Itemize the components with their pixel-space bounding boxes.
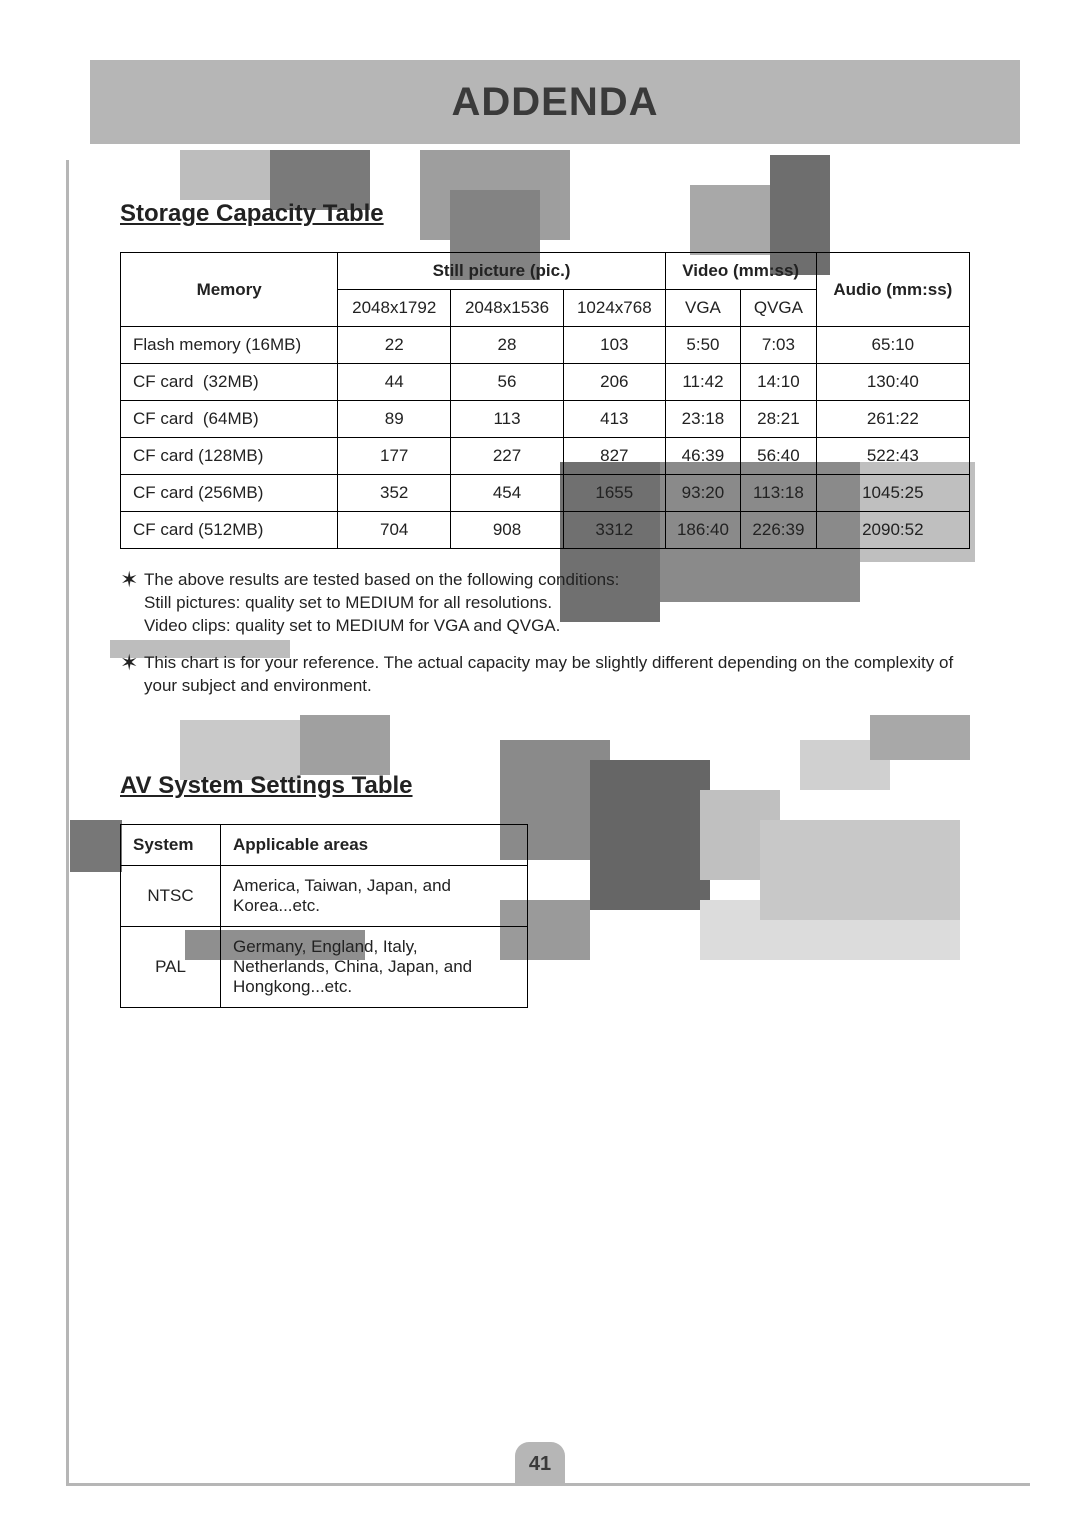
cell-system: NTSC [121,865,221,926]
cell-mem: CF card (64MB) [121,401,338,438]
page-number-wrap: 41 [0,1442,1080,1486]
av-settings-table: System Applicable areas NTSCAmerica, Tai… [120,824,528,1008]
star-icon: ✶ [120,652,144,698]
cell-area: Germany, England, Italy, Netherlands, Ch… [221,926,528,1007]
cell-a: 65:10 [816,327,969,364]
storage-capacity-table: Memory Still picture (pic.) Video (mm:ss… [120,252,970,549]
cell-p3: 3312 [563,512,665,549]
note-2: ✶ This chart is for your reference. The … [120,652,970,698]
sub-1024x768: 1024x768 [563,290,665,327]
note-1-line1: The above results are tested based on th… [144,570,619,589]
cell-p3: 827 [563,438,665,475]
notes-block: ✶ The above results are tested based on … [120,569,970,698]
col-still: Still picture (pic.) [338,253,665,290]
sub-2048x1536: 2048x1536 [451,290,564,327]
cell-p2: 113 [451,401,564,438]
content-area: Storage Capacity Table Memory Still pict… [120,200,970,1008]
cell-p2: 56 [451,364,564,401]
note-1-line2: Still pictures: quality set to MEDIUM fo… [144,593,552,612]
cell-v1: 46:39 [665,438,740,475]
decorative-block [70,820,122,872]
table-row: CF card (32MB)445620611:4214:10130:40 [121,364,970,401]
cell-a: 261:22 [816,401,969,438]
table-row: Flash memory (16MB)22281035:507:0365:10 [121,327,970,364]
cell-v2: 14:10 [741,364,816,401]
cell-a: 522:43 [816,438,969,475]
note-1-text: The above results are tested based on th… [144,569,970,638]
cell-mem: CF card (256MB) [121,475,338,512]
cell-p3: 413 [563,401,665,438]
cell-p1: 22 [338,327,451,364]
col-areas: Applicable areas [221,824,528,865]
cell-p2: 908 [451,512,564,549]
table-row: CF card (64MB)8911341323:1828:21261:22 [121,401,970,438]
cell-mem: CF card (128MB) [121,438,338,475]
col-video: Video (mm:ss) [665,253,816,290]
cell-p3: 206 [563,364,665,401]
cell-p1: 44 [338,364,451,401]
cell-v1: 93:20 [665,475,740,512]
av-section-title: AV System Settings Table [120,772,970,800]
note-1: ✶ The above results are tested based on … [120,569,970,638]
document-page: ADDENDA Storage Capacity Table Memory St… [0,0,1080,1528]
cell-v1: 5:50 [665,327,740,364]
note-1-line3: Video clips: quality set to MEDIUM for V… [144,616,560,635]
table-row: CF card (512MB)7049083312186:40226:39209… [121,512,970,549]
cell-mem: Flash memory (16MB) [121,327,338,364]
cell-p1: 177 [338,438,451,475]
cell-a: 2090:52 [816,512,969,549]
cell-p1: 89 [338,401,451,438]
page-border-left [66,160,69,1486]
sub-vga: VGA [665,290,740,327]
sub-qvga: QVGA [741,290,816,327]
page-number: 41 [515,1442,565,1486]
cell-v2: 226:39 [741,512,816,549]
cell-mem: CF card (32MB) [121,364,338,401]
col-audio: Audio (mm:ss) [816,253,969,327]
decorative-block [180,150,280,200]
storage-section-title: Storage Capacity Table [120,200,970,228]
note-2-text: This chart is for your reference. The ac… [144,652,970,698]
cell-v1: 186:40 [665,512,740,549]
table-row: CF card (128MB)17722782746:3956:40522:43 [121,438,970,475]
table-row: PALGermany, England, Italy, Netherlands,… [121,926,528,1007]
cell-mem: CF card (512MB) [121,512,338,549]
cell-p2: 28 [451,327,564,364]
sub-2048x1792: 2048x1792 [338,290,451,327]
table-row: NTSCAmerica, Taiwan, Japan, and Korea...… [121,865,528,926]
cell-p3: 1655 [563,475,665,512]
cell-v2: 7:03 [741,327,816,364]
cell-v2: 56:40 [741,438,816,475]
cell-v2: 113:18 [741,475,816,512]
cell-p1: 704 [338,512,451,549]
cell-a: 1045:25 [816,475,969,512]
star-icon: ✶ [120,569,144,638]
col-system: System [121,824,221,865]
col-memory: Memory [121,253,338,327]
cell-p2: 227 [451,438,564,475]
page-title: ADDENDA [452,80,659,125]
header-band: ADDENDA [90,60,1020,144]
cell-p3: 103 [563,327,665,364]
cell-v1: 11:42 [665,364,740,401]
cell-v2: 28:21 [741,401,816,438]
table-row: CF card (256MB)352454165593:20113:181045… [121,475,970,512]
cell-p1: 352 [338,475,451,512]
cell-system: PAL [121,926,221,1007]
cell-v1: 23:18 [665,401,740,438]
cell-area: America, Taiwan, Japan, and Korea...etc. [221,865,528,926]
cell-a: 130:40 [816,364,969,401]
cell-p2: 454 [451,475,564,512]
